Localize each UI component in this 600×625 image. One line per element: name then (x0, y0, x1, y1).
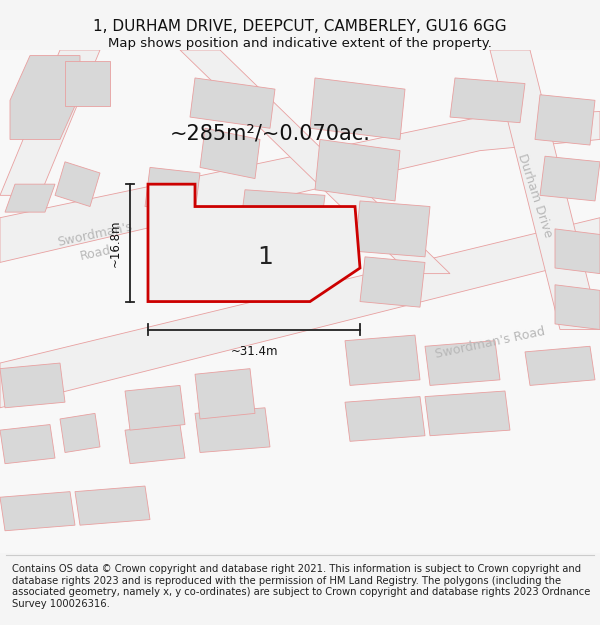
Text: Contains OS data © Crown copyright and database right 2021. This information is : Contains OS data © Crown copyright and d… (12, 564, 590, 609)
Polygon shape (75, 486, 150, 525)
Polygon shape (310, 78, 405, 139)
Polygon shape (0, 492, 75, 531)
Polygon shape (180, 50, 450, 274)
Polygon shape (0, 363, 65, 408)
Polygon shape (0, 50, 100, 196)
Polygon shape (195, 369, 255, 419)
Polygon shape (145, 168, 200, 212)
Text: Swordman's Road: Swordman's Road (434, 325, 546, 361)
Polygon shape (360, 257, 425, 307)
Polygon shape (10, 56, 80, 139)
Polygon shape (355, 201, 430, 257)
Polygon shape (0, 50, 600, 553)
Polygon shape (0, 424, 55, 464)
Polygon shape (240, 190, 325, 234)
Polygon shape (345, 397, 425, 441)
Polygon shape (5, 184, 55, 212)
Text: Road: Road (78, 244, 112, 263)
Text: ~285m²/~0.070ac.: ~285m²/~0.070ac. (170, 124, 370, 144)
Text: 1: 1 (257, 245, 273, 269)
Polygon shape (60, 413, 100, 452)
Polygon shape (0, 217, 600, 408)
Polygon shape (540, 156, 600, 201)
Polygon shape (525, 346, 595, 386)
Polygon shape (148, 184, 360, 301)
Polygon shape (190, 78, 275, 128)
Polygon shape (555, 285, 600, 329)
Text: 1, DURHAM DRIVE, DEEPCUT, CAMBERLEY, GU16 6GG: 1, DURHAM DRIVE, DEEPCUT, CAMBERLEY, GU1… (93, 19, 507, 34)
Polygon shape (55, 162, 100, 206)
Polygon shape (425, 341, 500, 386)
Polygon shape (555, 229, 600, 274)
Text: ~16.8m: ~16.8m (109, 219, 122, 267)
Polygon shape (535, 95, 595, 145)
Text: Map shows position and indicative extent of the property.: Map shows position and indicative extent… (108, 38, 492, 50)
Text: Swordman's: Swordman's (56, 220, 134, 249)
Polygon shape (195, 408, 270, 452)
Polygon shape (490, 50, 600, 329)
Polygon shape (450, 78, 525, 122)
Polygon shape (0, 111, 600, 262)
Polygon shape (65, 61, 110, 106)
Polygon shape (125, 386, 185, 430)
Text: ~31.4m: ~31.4m (230, 346, 278, 358)
Polygon shape (425, 391, 510, 436)
Polygon shape (200, 128, 260, 179)
Text: Durham Drive: Durham Drive (515, 152, 555, 239)
Polygon shape (345, 335, 420, 386)
Polygon shape (125, 424, 185, 464)
Polygon shape (315, 139, 400, 201)
